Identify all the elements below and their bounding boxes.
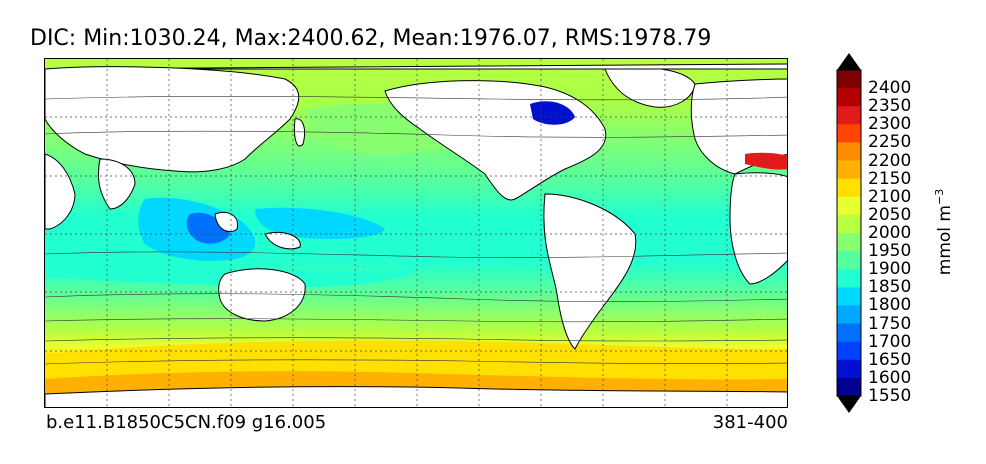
colorbar-tick-label: 2000 <box>868 223 912 243</box>
colorbar-tick-label: 1850 <box>868 277 912 298</box>
colorbar-cell <box>837 142 861 162</box>
colorbar-tick-label: 1950 <box>868 241 912 262</box>
map-panel <box>44 58 788 408</box>
mediterranean <box>745 152 787 170</box>
new-guinea <box>264 232 301 250</box>
colorbar-cell <box>837 341 861 361</box>
contours <box>45 95 787 365</box>
colorbar-tick-label: 1650 <box>868 349 912 370</box>
india <box>97 158 136 210</box>
colorbar-tick-label: 1750 <box>868 313 912 334</box>
colorbar-cell <box>837 88 861 107</box>
colorbar-tick-label: 1900 <box>868 259 912 280</box>
colorbar-tick-label: 1700 <box>868 331 912 352</box>
year-range: 381-400 <box>712 412 788 433</box>
africa-west <box>45 153 76 230</box>
colorbar-cell <box>837 214 861 234</box>
unit-exponent: −3 <box>933 188 947 205</box>
colorbar-unit: mmol m−3 <box>933 189 955 275</box>
colorbar-max-arrow <box>837 53 861 70</box>
unit-text: mmol m <box>934 205 955 276</box>
asia <box>45 66 300 173</box>
colorbar-cell <box>837 178 861 198</box>
borneo <box>214 212 239 233</box>
colorbar-cell <box>837 359 861 379</box>
colorbar-cell <box>837 305 861 325</box>
gridlines <box>45 59 787 407</box>
south-america <box>543 193 637 350</box>
chart-title: DIC: Min:1030.24, Max:2400.62, Mean:1976… <box>30 26 712 51</box>
japan <box>294 118 306 147</box>
europe <box>690 78 787 175</box>
colorbar-tick-label: 1550 <box>868 386 912 406</box>
colorbar-cell <box>837 269 861 288</box>
colorbar-frame <box>836 69 862 397</box>
colorbar-tick-label: 2300 <box>868 114 912 135</box>
colorbar-tick-label: 1600 <box>868 367 912 388</box>
colorbar-cell <box>837 160 861 180</box>
colorbar-tick-label: 1800 <box>868 295 912 316</box>
africa-east <box>729 172 787 285</box>
hudson-bay <box>530 101 575 125</box>
australia <box>218 268 306 322</box>
colorbar-cell <box>837 70 861 89</box>
case-name: b.e11.B1850C5CN.f09 g16.005 <box>46 412 327 433</box>
colorbar-cell <box>837 124 861 143</box>
colorbar-cell <box>837 196 861 216</box>
colorbar-cell <box>837 287 861 306</box>
colorbar-tick-label: 2150 <box>868 168 912 189</box>
colorbar-cell <box>837 233 861 252</box>
antarctica <box>45 386 787 407</box>
colorbar-tick-label: 2250 <box>868 132 912 153</box>
west-pacific-low <box>255 207 385 239</box>
colorbar <box>836 53 862 413</box>
colorbar-tick-label: 2350 <box>868 96 912 117</box>
colorbar-tick-label: 2400 <box>868 78 912 99</box>
colorbar-cell <box>837 106 861 125</box>
colorbar-cell <box>837 377 861 397</box>
colorbar-tick-label: 2200 <box>868 150 912 171</box>
colorbar-tick-label: 2050 <box>868 204 912 225</box>
colorbar-cell <box>837 323 861 343</box>
dic-map <box>45 59 787 407</box>
colorbar-tick-label: 2100 <box>868 186 912 207</box>
colorbar-min-arrow <box>837 396 861 413</box>
colorbar-cell <box>837 251 861 270</box>
